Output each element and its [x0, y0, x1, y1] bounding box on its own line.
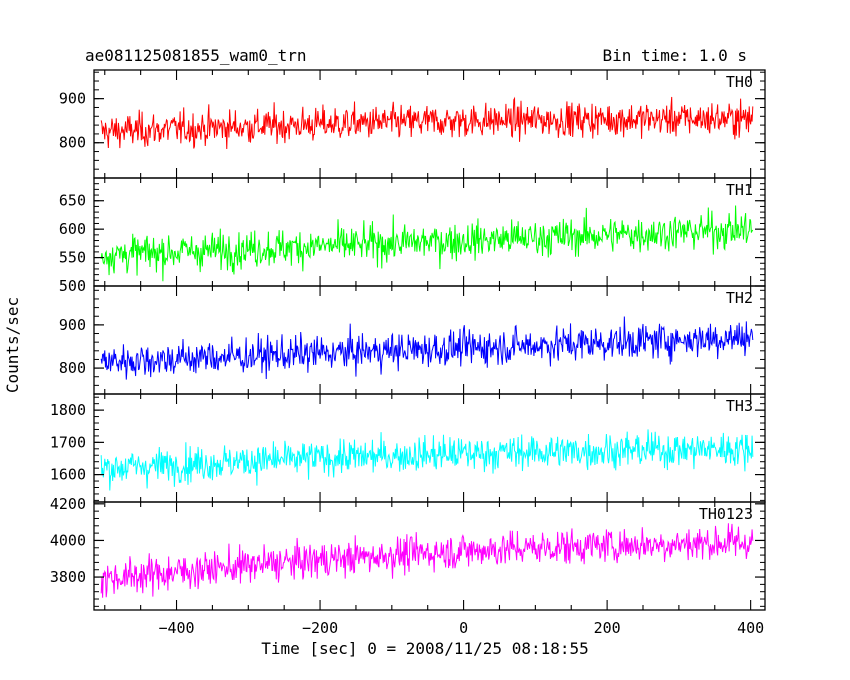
series-label-th3: TH3 [726, 397, 753, 415]
series-line-th3 [100, 429, 754, 491]
panel-th0: 800 900 TH0 [59, 69, 766, 179]
panel-th3: 1600 1700 1800 TH3 [50, 393, 766, 503]
y-tick-label: 3800 [50, 568, 86, 586]
y-axis-label: Counts/sec [3, 297, 22, 393]
x-axis-label: Time [sec] 0 = 2008/11/25 08:18:55 [261, 639, 589, 658]
series-label-th1: TH1 [726, 181, 753, 199]
x-tick-label: −400 [158, 619, 194, 637]
x-tick-label: 200 [594, 619, 621, 637]
panel-frame [93, 69, 766, 179]
y-tick-label: 800 [59, 359, 86, 377]
panel-th2: 800 900 TH2 [59, 285, 766, 395]
y-tick-label: 900 [59, 316, 86, 334]
y-tick-label: 1700 [50, 433, 86, 451]
y-tick-label: 1800 [50, 401, 86, 419]
y-tick-label: 550 [59, 249, 86, 267]
series-line-th0123 [100, 523, 754, 598]
x-tick-label: 0 [459, 619, 468, 637]
y-tick-label: 600 [59, 220, 86, 238]
series-line-th2 [100, 316, 754, 380]
series-label-th0123: TH0123 [699, 505, 753, 523]
y-tick-label: 800 [59, 134, 86, 152]
panel-frame [93, 501, 766, 611]
panel-stack: 800 900 TH0 500 550 600 650 TH1 800 900 TH2 1600 170… [50, 69, 766, 637]
y-tick-label: 4000 [50, 531, 86, 549]
chart-title: ae081125081855_wam0_trn [85, 46, 307, 65]
series-line-th0 [100, 96, 754, 150]
x-tick-label: 400 [737, 619, 764, 637]
x-axis: −400 −200 0 200 400 [158, 619, 764, 637]
bin-time-label: Bin time: 1.0 s [603, 46, 748, 65]
panel-th0123: 3800 4000 4200 TH0123 [50, 495, 766, 611]
y-tick-label: 1600 [50, 466, 86, 484]
y-tick-label: 4200 [50, 495, 86, 513]
y-tick-label: 900 [59, 90, 86, 108]
series-label-th0: TH0 [726, 73, 753, 91]
panel-th1: 500 550 600 650 TH1 [59, 177, 766, 295]
y-tick-label: 500 [59, 277, 86, 295]
series-line-th1 [100, 205, 754, 282]
x-tick-label: −200 [302, 619, 338, 637]
series-label-th2: TH2 [726, 289, 753, 307]
y-tick-label: 650 [59, 192, 86, 210]
